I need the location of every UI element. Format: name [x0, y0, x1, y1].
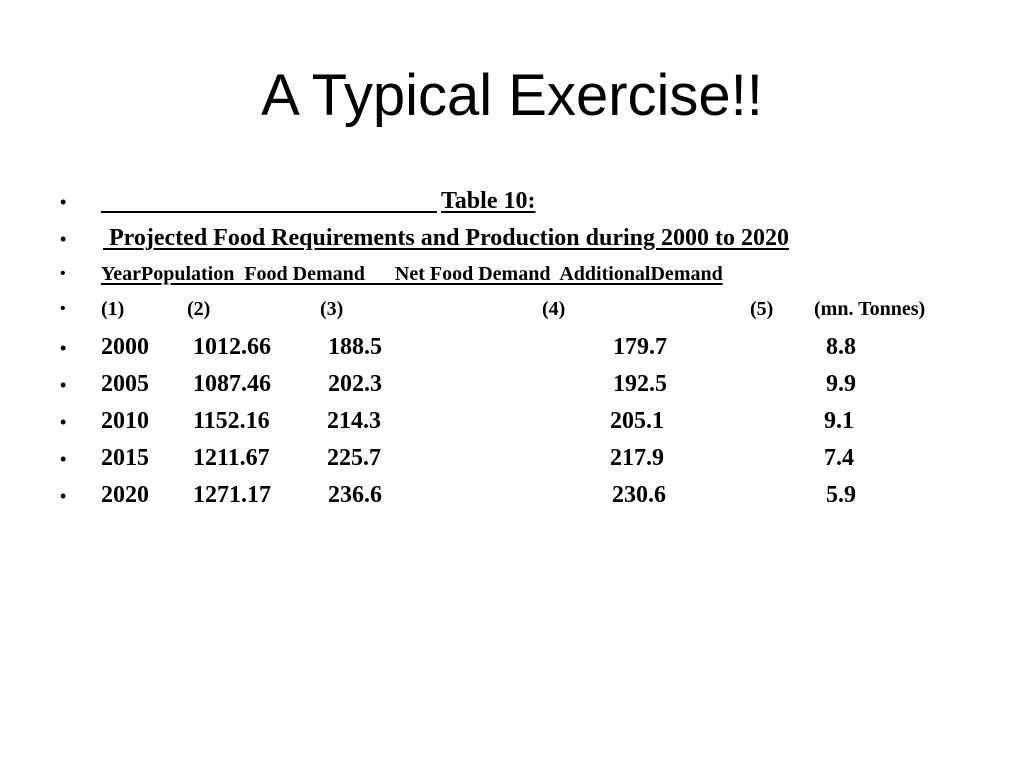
cell-additional-demand: 9.9 — [826, 371, 856, 397]
cell-year: 2000 — [101, 334, 149, 360]
cell-year: 2015 — [101, 445, 149, 471]
cell-additional-demand: 8.8 — [826, 334, 856, 360]
bullet-dot: • — [60, 265, 66, 282]
cell-population: 1211.67 — [193, 445, 270, 471]
cell-year: 2010 — [101, 408, 149, 434]
unit-label: (mn. Tonnes) — [814, 298, 926, 320]
cell-additional-demand: 5.9 — [826, 482, 856, 508]
cell-food-demand: 188.5 — [328, 334, 382, 360]
bullet-dot: • — [60, 229, 67, 249]
table-caption: Table 10: — [441, 188, 536, 214]
cell-food-demand: 225.7 — [327, 445, 381, 471]
bullet-dot: • — [60, 449, 67, 469]
cell-year: 2005 — [101, 371, 149, 397]
underline-spacer — [101, 186, 437, 213]
bullet-dot: • — [60, 375, 67, 395]
bullet-dot: • — [60, 338, 67, 358]
cell-net-food-demand: 192.5 — [613, 371, 667, 397]
cell-additional-demand: 9.1 — [824, 408, 854, 434]
cell-food-demand: 202.3 — [328, 371, 382, 397]
cell-population: 1087.46 — [193, 371, 271, 397]
cell-additional-demand: 7.4 — [824, 445, 854, 471]
bullet-dot: • — [60, 486, 67, 506]
cell-population: 1152.16 — [193, 408, 270, 434]
table-heading: Projected Food Requirements and Producti… — [103, 225, 790, 251]
cell-net-food-demand: 205.1 — [610, 408, 664, 434]
cell-year: 2020 — [101, 482, 149, 508]
bullet-dot: • — [60, 192, 67, 212]
cell-food-demand: 214.3 — [327, 408, 381, 434]
bullet-dot: • — [60, 412, 67, 432]
cell-net-food-demand: 179.7 — [613, 334, 667, 360]
cell-net-food-demand: 217.9 — [610, 445, 664, 471]
column-number-5: (5) — [750, 298, 774, 320]
column-number-4: (4) — [542, 298, 566, 320]
column-number-2: (2) — [187, 298, 211, 320]
cell-population: 1271.17 — [193, 482, 271, 508]
column-number-3: (3) — [320, 298, 344, 320]
column-headers: YearPopulation Food Demand Net Food Dema… — [101, 263, 723, 285]
cell-net-food-demand: 230.6 — [612, 482, 666, 508]
slide-title: A Typical Exercise!! — [261, 63, 763, 128]
bullet-dot: • — [60, 300, 66, 317]
cell-population: 1012.66 — [193, 334, 271, 360]
cell-food-demand: 236.6 — [328, 482, 382, 508]
column-number-1: (1) — [101, 298, 125, 320]
